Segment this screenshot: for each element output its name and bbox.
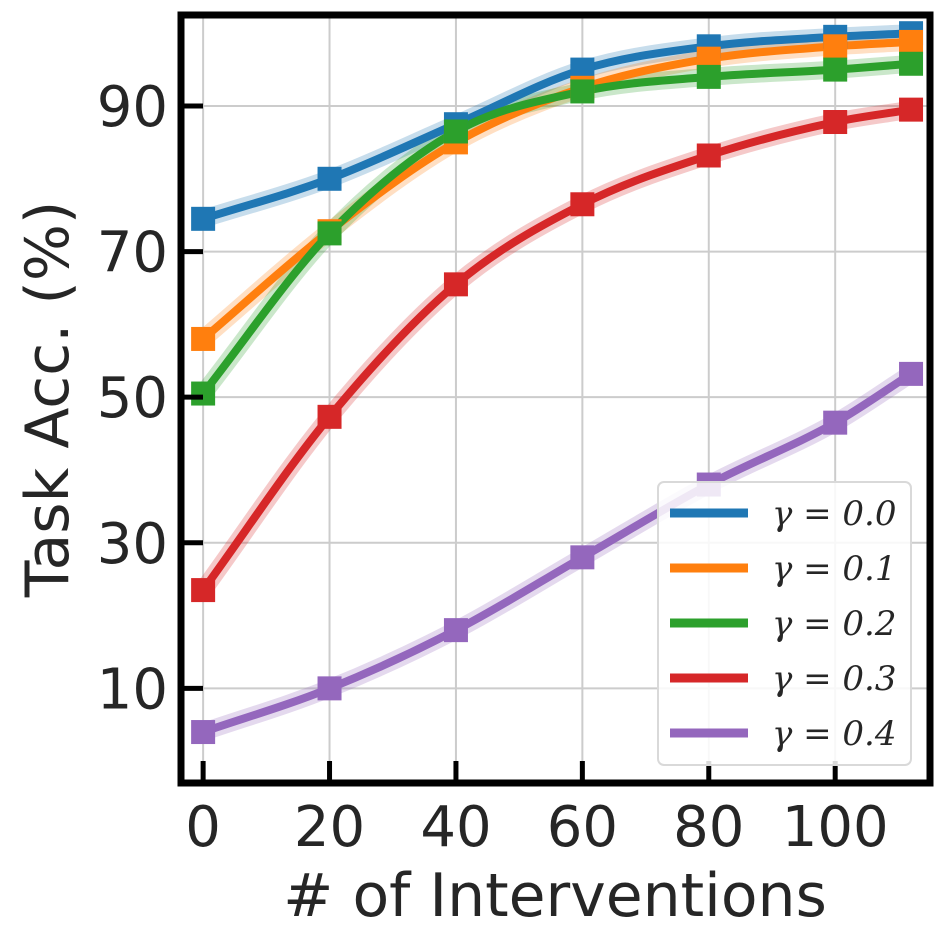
x-axis-label: # of Interventions xyxy=(283,861,827,931)
series-marker-2 xyxy=(696,64,721,89)
series-marker-1 xyxy=(191,326,216,351)
series-line-3 xyxy=(199,105,915,595)
y-tick-label: 70 xyxy=(97,221,168,286)
series-marker-3 xyxy=(317,404,342,429)
series-marker-4 xyxy=(317,676,342,701)
series-marker-4 xyxy=(191,720,216,745)
legend-label: γ = 0.4 xyxy=(772,714,897,754)
series-marker-2 xyxy=(570,79,595,104)
series-marker-0 xyxy=(317,166,342,191)
x-tick-label: 0 xyxy=(185,795,221,860)
series-marker-0 xyxy=(191,206,216,231)
y-tick-label: 30 xyxy=(97,512,168,577)
series-marker-4 xyxy=(899,361,924,386)
series-marker-2 xyxy=(317,221,342,246)
legend-label: γ = 0.0 xyxy=(772,494,897,534)
legend-box xyxy=(657,481,912,766)
series-marker-3 xyxy=(443,272,468,297)
series-marker-4 xyxy=(570,545,595,570)
series-marker-2 xyxy=(191,381,216,406)
series-marker-3 xyxy=(696,143,721,168)
series-marker-4 xyxy=(443,618,468,643)
plot-frame xyxy=(177,11,934,787)
tick-labels: 0 20 40 60 80 100 10 30 50 70 90 xyxy=(97,75,889,860)
series-markers xyxy=(191,21,924,745)
series-marker-2 xyxy=(823,57,848,82)
y-axis-label: Task Acc. (%) xyxy=(13,201,83,599)
x-tick-label: 40 xyxy=(420,795,491,860)
y-tick-label: 90 xyxy=(97,75,168,140)
series-marker-1 xyxy=(899,29,924,54)
series-line-2 xyxy=(199,59,915,398)
series-marker-3 xyxy=(823,110,848,135)
series-marker-3 xyxy=(191,578,216,603)
x-tick-label: 20 xyxy=(294,795,365,860)
series-marker-2 xyxy=(443,119,468,144)
y-tick-label: 50 xyxy=(97,366,168,431)
legend-label: γ = 0.3 xyxy=(772,659,897,699)
x-tick-label: 100 xyxy=(782,795,889,860)
legend: γ = 0.0 γ = 0.1 γ = 0.2 γ = 0.3 γ = 0.4 xyxy=(657,481,912,766)
series-marker-1 xyxy=(823,34,848,59)
legend-label: γ = 0.1 xyxy=(772,549,897,589)
x-tick-label: 60 xyxy=(547,795,618,860)
series-marker-0 xyxy=(570,57,595,82)
y-tick-label: 10 xyxy=(97,657,168,722)
x-tick-label: 80 xyxy=(673,795,744,860)
series-marker-2 xyxy=(899,51,924,76)
series-marker-4 xyxy=(823,410,848,435)
series-marker-3 xyxy=(570,192,595,217)
legend-label: γ = 0.2 xyxy=(772,604,897,644)
series-marker-3 xyxy=(899,97,924,122)
series-band-2 xyxy=(194,54,920,403)
